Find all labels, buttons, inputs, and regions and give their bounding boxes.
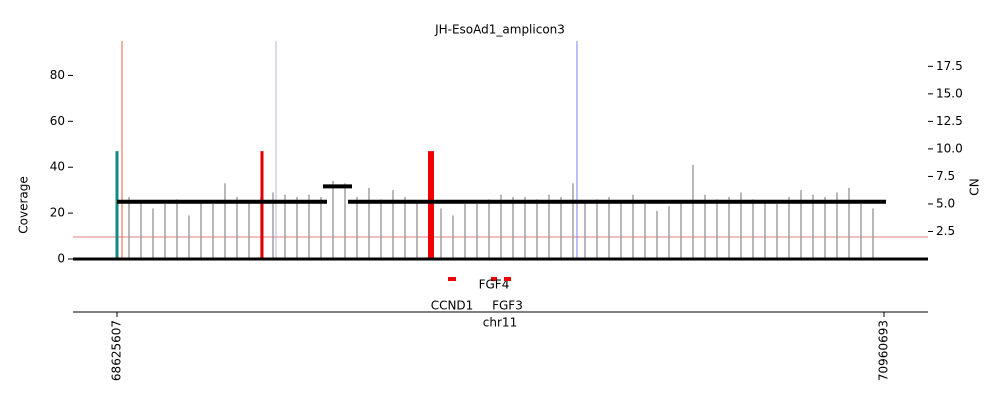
y-tick-label: 20 [50,206,65,220]
y2-tick-label: 2.5 [936,224,955,238]
gene-label: FGF3 [492,299,523,313]
gene-label: CCND1 [431,299,474,313]
x-tick-label: 70960693 [876,320,890,381]
gene [447,277,456,281]
y2-tick-label: 10.0 [936,141,963,155]
y2-axis-label: CN [968,178,982,195]
gene-label: FGF4 [479,278,510,292]
gene [503,277,511,281]
chart-title: JH-EsoAd1_amplicon3 [434,23,565,37]
y-axis-label: Coverage [17,176,31,234]
y-tick-label: 60 [50,114,65,128]
y2-tick-label: 12.5 [936,114,963,128]
x-axis-label: chr11 [483,316,517,330]
y2-tick-label: 15.0 [936,86,963,100]
y-tick-label: 40 [50,160,65,174]
y2-tick-label: 7.5 [936,169,955,183]
y-tick-label: 80 [50,68,65,82]
y2-tick-label: 5.0 [936,196,955,210]
y2-tick-label: 17.5 [936,59,963,73]
x-tick-label: 68625607 [110,320,124,381]
gene [490,277,497,281]
y-tick-label: 0 [57,252,65,266]
